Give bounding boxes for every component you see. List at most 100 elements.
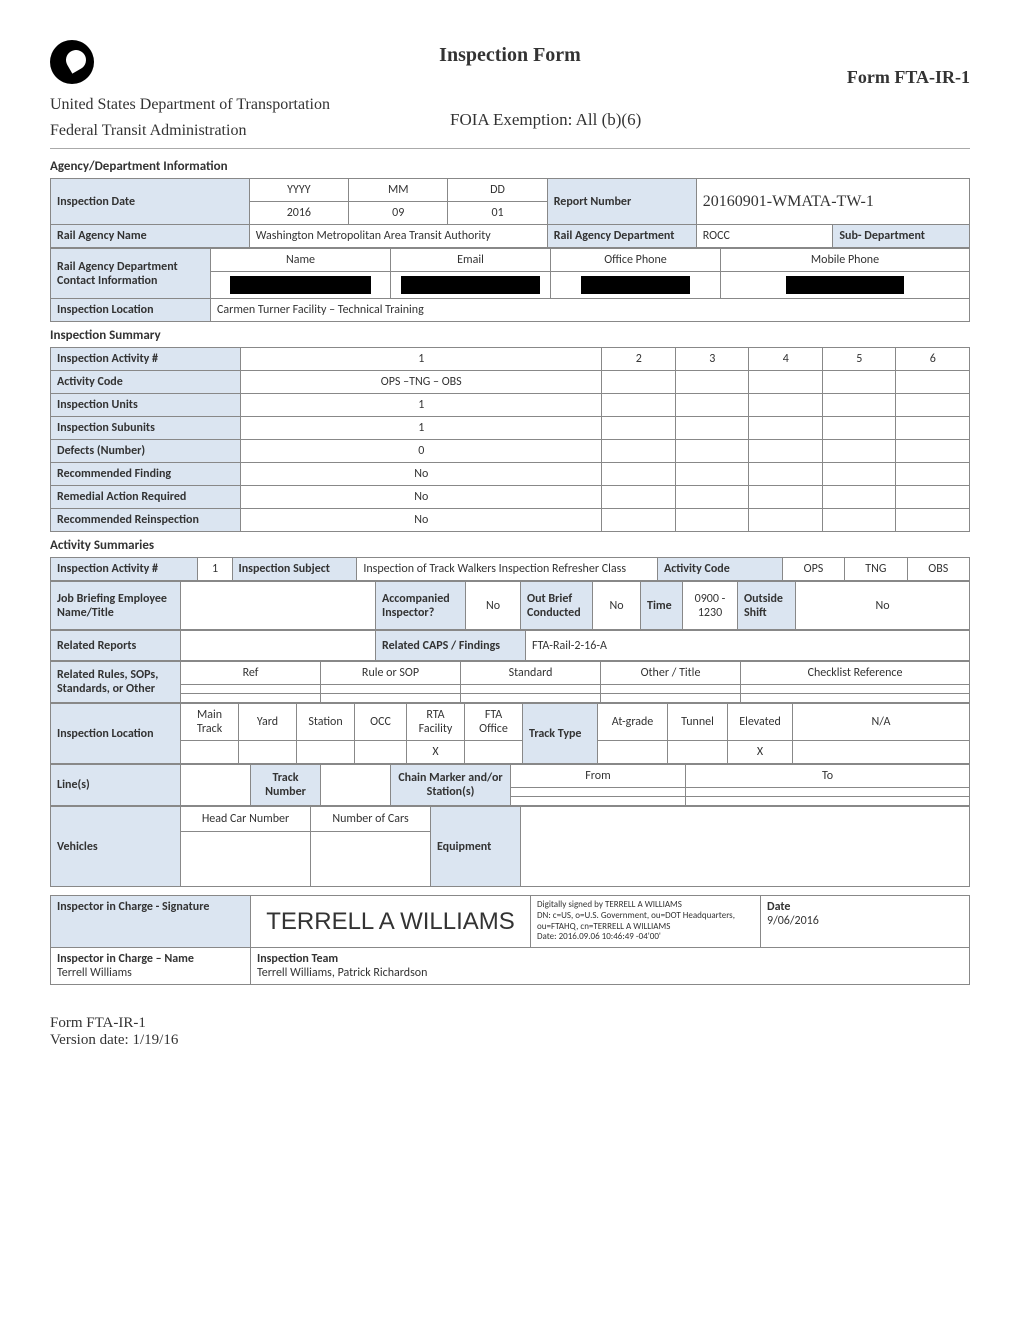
related-caps-lbl: Related CAPS / Findings bbox=[376, 631, 526, 661]
code2: TNG bbox=[845, 558, 907, 581]
summary-row-label: Recommended Finding bbox=[51, 463, 241, 486]
summary-cell bbox=[822, 486, 896, 509]
location: Carmen Turner Facility – Technical Train… bbox=[211, 299, 970, 322]
summary-cell bbox=[749, 371, 823, 394]
activity-header-table: Inspection Activity # 1 Inspection Subje… bbox=[50, 557, 970, 581]
track-v-3 bbox=[793, 741, 970, 764]
loc-h-2: Station bbox=[297, 704, 355, 741]
location-lbl: Inspection Location bbox=[51, 299, 211, 322]
summary-row-label: Activity Code bbox=[51, 371, 241, 394]
summary-cell: No bbox=[241, 463, 602, 486]
summary-cell bbox=[896, 440, 970, 463]
job-val bbox=[181, 582, 376, 630]
lines-table: Line(s) Track Number Chain Marker and/or… bbox=[50, 764, 970, 806]
track-lbl: Track Type bbox=[523, 704, 598, 764]
contact-lbl: Rail Agency Department Contact Informati… bbox=[51, 249, 211, 299]
track-h-0: At-grade bbox=[598, 704, 668, 741]
track-num-lbl: Track Number bbox=[251, 765, 321, 806]
track-h-2: Elevated bbox=[728, 704, 793, 741]
sig-lbl: Inspector in Charge - Signature bbox=[51, 896, 251, 948]
summary-cell bbox=[602, 417, 676, 440]
contact-name-redacted bbox=[211, 272, 391, 299]
activity-num-lbl: Inspection Activity # bbox=[51, 348, 241, 371]
summary-row-label: Recommended Reinspection bbox=[51, 509, 241, 532]
dd: 01 bbox=[448, 202, 547, 225]
vehicles-table: Vehicles Head Car Number Number of Cars … bbox=[50, 806, 970, 887]
outbrief-lbl: Out Brief Conducted bbox=[521, 582, 593, 630]
summary-cell bbox=[896, 394, 970, 417]
track-v-2: X bbox=[728, 741, 793, 764]
summary-cell bbox=[602, 371, 676, 394]
date-lbl: Date bbox=[767, 900, 963, 914]
accomp-val: No bbox=[466, 582, 521, 630]
header-rule bbox=[50, 148, 970, 149]
col-5: 5 bbox=[822, 348, 896, 371]
loc-h-5: FTA Office bbox=[465, 704, 523, 741]
mm: 09 bbox=[349, 202, 448, 225]
equip-lbl: Equipment bbox=[431, 807, 521, 887]
office-h: Office Phone bbox=[551, 249, 721, 272]
insp-act-val: 1 bbox=[198, 558, 232, 581]
std-h: Standard bbox=[461, 662, 601, 685]
summary-cell bbox=[675, 463, 749, 486]
summary-cell bbox=[822, 417, 896, 440]
loc-h-4: RTA Facility bbox=[407, 704, 465, 741]
summary-cell bbox=[749, 486, 823, 509]
rules-table: Related Rules, SOPs, Standards, or Other… bbox=[50, 661, 970, 703]
section-agency-title: Agency/Department Information bbox=[50, 159, 970, 174]
section-activity-title: Activity Summaries bbox=[50, 538, 970, 553]
other-h: Other / Title bbox=[601, 662, 741, 685]
time-lbl: Time bbox=[641, 582, 683, 630]
summary-cell bbox=[822, 394, 896, 417]
to-h: To bbox=[686, 765, 970, 788]
track-v-0 bbox=[598, 741, 668, 764]
insp-date-lbl: Inspection Date bbox=[51, 179, 250, 225]
name-h: Name bbox=[211, 249, 391, 272]
summary-cell bbox=[896, 509, 970, 532]
summary-cell bbox=[822, 371, 896, 394]
ref-h: Ref bbox=[181, 662, 321, 685]
team-lbl: Inspection Team bbox=[257, 952, 963, 966]
summary-cell bbox=[675, 509, 749, 532]
from-h: From bbox=[511, 765, 686, 788]
col-4: 4 bbox=[749, 348, 823, 371]
summary-cell: No bbox=[241, 509, 602, 532]
summary-cell bbox=[749, 440, 823, 463]
agency-table: Inspection Date YYYY MM DD Report Number… bbox=[50, 178, 970, 248]
track-h-1: Tunnel bbox=[668, 704, 728, 741]
summary-cell bbox=[602, 440, 676, 463]
mobile-h: Mobile Phone bbox=[721, 249, 970, 272]
summary-cell bbox=[749, 417, 823, 440]
subject-lbl: Inspection Subject bbox=[232, 558, 357, 581]
job-lbl: Job Briefing Employee Name/Title bbox=[51, 582, 181, 630]
rail-dept: ROCC bbox=[696, 225, 833, 248]
summary-cell bbox=[896, 463, 970, 486]
accomp-lbl: Accompanied Inspector? bbox=[376, 582, 466, 630]
summary-cell bbox=[896, 486, 970, 509]
summary-cell bbox=[602, 463, 676, 486]
col-6: 6 bbox=[896, 348, 970, 371]
loc-v-4: X bbox=[407, 741, 465, 764]
subject-val: Inspection of Track Walkers Inspection R… bbox=[357, 558, 658, 581]
related-caps-val: FTA-Rail-2-16-A bbox=[526, 631, 970, 661]
inspector-name-val: Terrell Williams bbox=[57, 966, 244, 980]
sig-meta: Digitally signed by TERRELL A WILLIAMS D… bbox=[531, 896, 761, 948]
summary-row-label: Inspection Units bbox=[51, 394, 241, 417]
sub-dept-lbl: Sub- Department bbox=[839, 229, 925, 243]
loc-v-1 bbox=[239, 741, 297, 764]
contact-email-redacted bbox=[391, 272, 551, 299]
col-2: 2 bbox=[602, 348, 676, 371]
summary-cell: 0 bbox=[241, 440, 602, 463]
related-rep-val bbox=[181, 631, 376, 661]
loc-h-0: Main Track bbox=[181, 704, 239, 741]
summary-table: Inspection Activity # 1 2 3 4 5 6 Activi… bbox=[50, 347, 970, 532]
mm-h: MM bbox=[349, 179, 448, 202]
col-3: 3 bbox=[675, 348, 749, 371]
team-val: Terrell Williams, Patrick Richardson bbox=[257, 966, 963, 980]
location-track-table: Inspection Location Main Track Yard Stat… bbox=[50, 703, 970, 764]
loc-lbl: Inspection Location bbox=[51, 704, 181, 764]
summary-cell: 1 bbox=[241, 394, 602, 417]
summary-cell bbox=[749, 463, 823, 486]
sig-name: TERRELL A WILLIAMS bbox=[251, 896, 531, 948]
loc-v-3 bbox=[355, 741, 407, 764]
